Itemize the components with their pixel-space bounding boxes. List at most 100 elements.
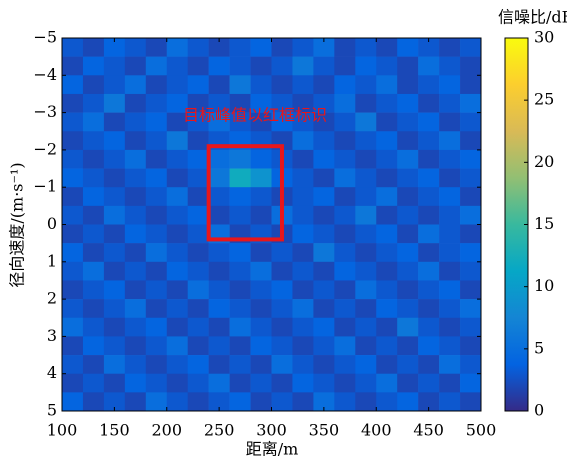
heatmap-cell [397,261,419,281]
heatmap-cell [334,392,356,412]
heatmap-cell [439,205,461,225]
heatmap-cell [124,112,147,132]
heatmap-cell [313,355,335,374]
heatmap-cell [250,205,272,225]
heatmap-cell [271,355,293,374]
heatmap-cell [418,317,440,337]
heatmap-cell [439,317,461,337]
heatmap-cell [334,336,356,356]
heatmap-cell [62,392,84,412]
heatmap-cell [124,224,147,244]
heatmap-cell [250,93,272,113]
heatmap-cell [439,56,461,76]
x-tick-label: 150 [99,421,130,440]
heatmap-cell [376,261,398,281]
heatmap-cell [124,56,147,76]
heatmap-cell [460,168,482,188]
heatmap-cell [418,149,440,169]
heatmap-cell [292,131,314,151]
heatmap-cell [418,336,440,356]
heatmap-cell [460,93,482,113]
heatmap-cell [376,317,398,337]
colorbar-tick-label: 5 [534,338,544,357]
heatmap-cell [313,224,335,244]
heatmap-cell [355,336,377,356]
heatmap-cell [271,392,293,412]
heatmap-cell [376,392,398,412]
heatmap-cell [334,149,356,169]
annotation: 目标峰值以红框标识 [183,106,327,125]
heatmap-cell [82,56,105,76]
heatmap-cell [292,280,314,300]
heatmap-cell [229,261,251,281]
heatmap-cell [355,224,377,244]
heatmap-cell [439,336,461,356]
heatmap-cell [334,131,356,151]
heatmap-cell [292,187,314,207]
heatmap-cell [397,131,419,151]
y-axis-label: 径向速度/(m·s⁻¹) [8,162,27,287]
heatmap-cell [145,149,168,169]
colorbar-tick-label: 20 [534,152,554,171]
heatmap-cell [82,75,105,95]
heatmap-cell [208,112,230,132]
heatmap-cell [82,168,105,188]
heatmap-cell [397,168,419,188]
heatmap-cell [460,205,482,225]
heatmap-cell [208,261,230,281]
heatmap-cell [187,243,209,263]
heatmap-cell [103,168,126,188]
heatmap-cell [103,112,126,132]
heatmap-cell [355,355,377,374]
heatmap-cell [82,336,105,356]
heatmap-cell [166,224,188,244]
heatmap-cell [418,187,440,207]
heatmap-cell [397,280,419,300]
heatmap-cell [397,93,419,113]
heatmap-cell [208,187,230,207]
heatmap-cell [62,112,84,132]
heatmap-cell [292,205,314,225]
x-tick-label: 400 [361,421,392,440]
heatmap-cell [62,299,84,319]
heatmap-cell [166,56,188,76]
heatmap-cell [397,112,419,132]
heatmap-cell [271,56,293,76]
heatmap-cell [439,187,461,207]
heatmap-cell [376,131,398,151]
heatmap-cell [439,168,461,188]
heatmap-cell [62,205,84,225]
heatmap-cell [82,205,105,225]
heatmap-cell [250,112,272,132]
x-axis-label: 距离/m [246,440,299,459]
heatmap-cell [292,261,314,281]
heatmap-cell [313,336,335,356]
heatmap-cell [208,205,230,225]
heatmap-cell [313,317,335,337]
y-tick-label: −5 [33,28,57,47]
heatmap-cell [460,392,482,412]
heatmap-cell [439,243,461,263]
heatmap-cell [355,168,377,188]
heatmap-cell [418,75,440,95]
heatmap-cell [292,392,314,412]
heatmap-cell [124,373,147,393]
heatmap-cell [103,299,126,319]
heatmap-cell [355,317,377,337]
heatmap-cell [439,131,461,151]
colorbar-tick-label: 25 [534,90,554,109]
heatmap-cell [355,75,377,95]
heatmap-cell [376,205,398,225]
heatmap-cell [334,317,356,337]
heatmap-cell [145,131,168,151]
heatmap-cell [187,112,209,132]
heatmap-cell [82,38,105,57]
heatmap-cell [292,168,314,188]
heatmap-cell [229,38,251,57]
heatmap-cell [82,261,105,281]
heatmap-cell [313,75,335,95]
heatmap-cell [62,75,84,95]
heatmap-cell [439,149,461,169]
heatmap-cell [124,149,147,169]
heatmap-cell [187,131,209,151]
